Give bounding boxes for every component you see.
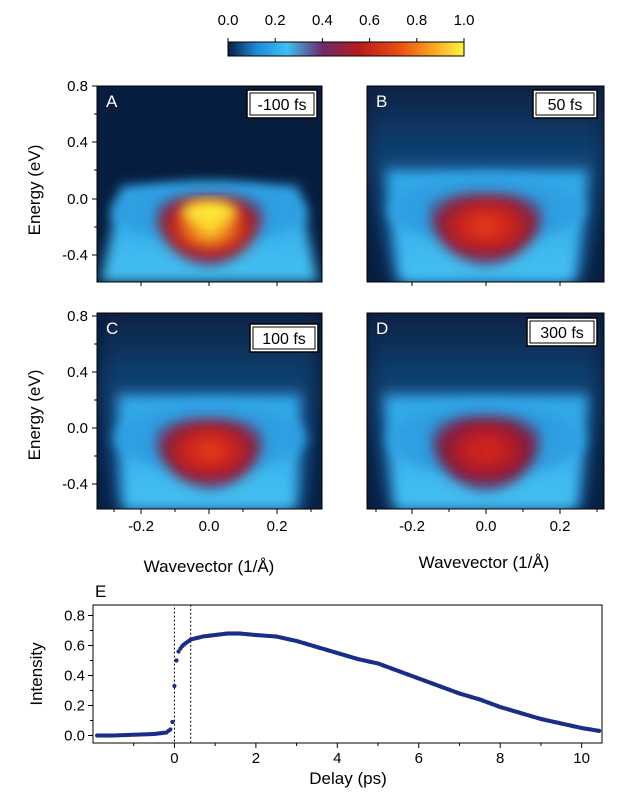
panel-letter: A <box>106 92 118 111</box>
x-axis-label: Delay (ps) <box>309 769 386 788</box>
colorbar-tick-label: 0.2 <box>265 12 286 29</box>
colorbar-tick-label: 0.4 <box>312 12 333 29</box>
colorbar: 0.0 0.2 0.4 0.6 0.8 1.0 <box>218 12 475 57</box>
delay-badge: 50 fs <box>532 89 598 119</box>
delay-badge: -100 fs <box>246 89 318 119</box>
y-tick-label: -0.4 <box>62 247 88 264</box>
window-rect <box>173 604 192 744</box>
panel-a: A -100 fs <box>96 85 323 283</box>
panel-d: D 300 fs <box>366 312 605 510</box>
x-tick-label: 0.0 <box>199 518 220 535</box>
integration-window-box <box>173 604 192 744</box>
colorbar-ticks <box>227 38 465 42</box>
y-tick-label: 0.4 <box>67 364 88 381</box>
heatmap-a <box>97 86 322 282</box>
x-tick-label: -0.2 <box>128 518 154 535</box>
y-tick-label: 0.8 <box>67 78 88 95</box>
y-axis-label: Intensity <box>27 642 46 706</box>
panel-c: C 100 fs <box>96 312 323 510</box>
panel-letter: E <box>95 582 106 601</box>
heatmap-c <box>97 313 322 509</box>
x-tick-label: 0 <box>170 750 178 767</box>
y-tick-label: -0.4 <box>62 476 88 493</box>
x-axis: 0 2 4 6 8 10 <box>133 743 590 767</box>
x-tick-label: -0.2 <box>399 518 425 535</box>
data-point <box>170 719 175 725</box>
y-axis: 0.8 0.6 0.4 0.2 0.0 <box>64 608 93 745</box>
x-tick-label: 4 <box>333 750 341 767</box>
y-tick-label: 0.0 <box>67 420 88 437</box>
colorbar-gradient <box>227 41 465 57</box>
y-tick-label: 0.4 <box>67 134 88 151</box>
x-tick-label: 8 <box>496 750 504 767</box>
x-axis-label: Wavevector (1/Å) <box>144 557 275 576</box>
data-point <box>597 728 602 733</box>
y-axis-label: Energy (eV) <box>25 145 44 236</box>
colorbar-tick-label: 0.6 <box>359 12 380 29</box>
colorbar-tick-label: 0.0 <box>218 12 239 29</box>
plot-frame <box>92 604 603 744</box>
x-tick-label: 0.0 <box>476 518 497 535</box>
panel-c-y-axis: 0.8 0.4 0.0 -0.4 Energy (eV) <box>25 308 97 493</box>
heatmap-b <box>367 86 604 282</box>
data-point <box>174 658 179 663</box>
panel-letter: C <box>106 319 118 338</box>
colorbar-tick-label: 1.0 <box>454 12 475 29</box>
y-tick-label: 0.6 <box>64 638 85 655</box>
data-series <box>94 631 602 738</box>
delay-label: 50 fs <box>548 97 583 114</box>
x-tick-label: 0.2 <box>267 518 288 535</box>
x-tick-label: 6 <box>415 750 423 767</box>
x-axis-label: Wavevector (1/Å) <box>419 553 550 572</box>
delay-badge: 300 fs <box>526 317 598 347</box>
panel-a-y-axis: 0.8 0.4 0.0 -0.4 Energy (eV) <box>25 78 97 264</box>
x-tick-label: 2 <box>252 750 260 767</box>
y-tick-label: 0.2 <box>64 698 85 715</box>
data-point <box>176 649 181 654</box>
panel-a-x-ticks <box>140 282 278 286</box>
delay-label: 100 fs <box>262 331 306 348</box>
y-tick-label: 0.0 <box>67 191 88 208</box>
y-axis-label: Energy (eV) <box>25 370 44 461</box>
colorbar-tick-label: 0.8 <box>406 12 427 29</box>
panel-b-ticks <box>411 282 561 286</box>
x-tick-label: 10 <box>573 750 590 767</box>
y-tick-label: 0.0 <box>64 728 85 745</box>
data-point <box>168 727 173 732</box>
panel-letter: B <box>376 92 387 111</box>
panel-e: E 0 2 4 6 8 10 0.8 0.6 0.4 0.2 0.0 Delay (ps) Int… <box>27 582 603 788</box>
panel-d-x-axis: -0.2 0.0 0.2 Wavevector (1/Å) <box>375 509 598 572</box>
y-tick-label: 0.4 <box>64 668 85 685</box>
panel-letter: D <box>376 319 388 338</box>
delay-label: -100 fs <box>258 97 307 114</box>
delay-label: 300 fs <box>540 325 584 342</box>
delay-badge: 100 fs <box>249 323 319 353</box>
panel-b: B 50 fs <box>366 85 605 283</box>
x-tick-label: 0.2 <box>550 518 571 535</box>
y-tick-label: 0.8 <box>67 308 88 325</box>
panel-c-x-axis: -0.2 0.0 0.2 Wavevector (1/Å) <box>113 509 312 576</box>
y-tick-label: 0.8 <box>64 608 85 625</box>
data-point <box>172 683 177 689</box>
